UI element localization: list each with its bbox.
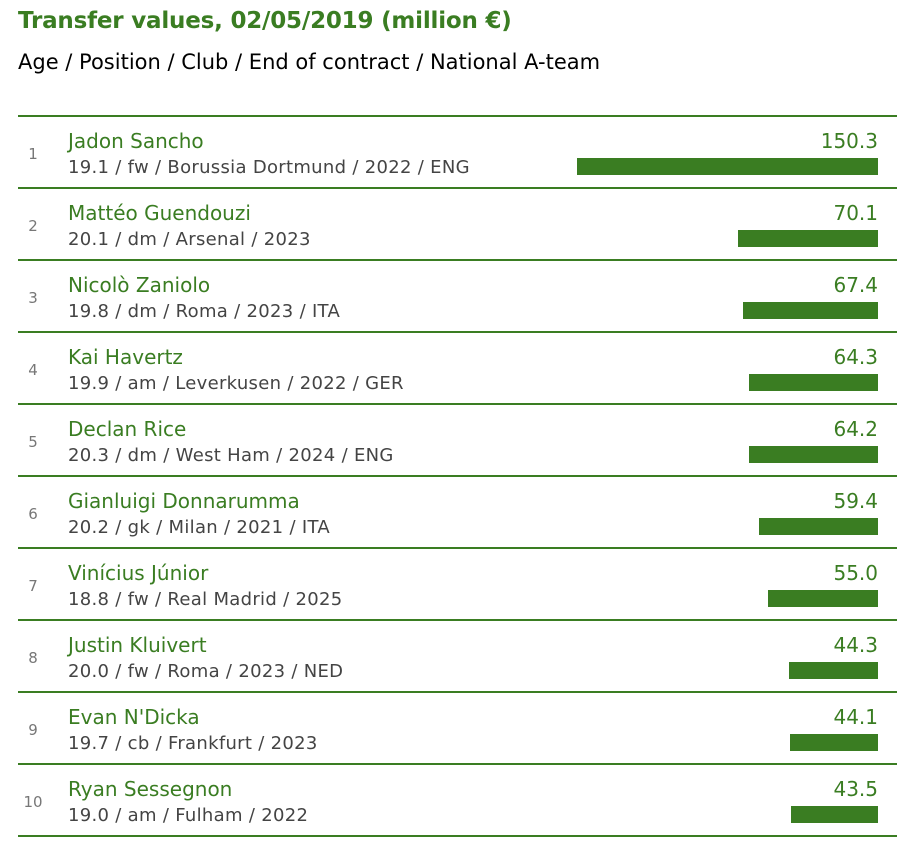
player-name: Jadon Sancho bbox=[68, 129, 204, 153]
chart-subtitle: Age / Position / Club / End of contract … bbox=[18, 50, 601, 74]
player-name: Justin Kluivert bbox=[68, 633, 207, 657]
player-name: Nicolò Zaniolo bbox=[68, 273, 211, 297]
player-info: 18.8 / fw / Real Madrid / 2025 bbox=[68, 589, 343, 610]
value-bar bbox=[759, 518, 878, 535]
rank-label: 5 bbox=[28, 433, 38, 451]
value-label: 44.3 bbox=[833, 633, 878, 657]
table-row: 10 Ryan Sessegnon 19.0 / am / Fulham / 202… bbox=[18, 765, 897, 837]
player-info: 19.0 / am / Fulham / 2022 bbox=[68, 805, 309, 826]
rank-label: 10 bbox=[23, 793, 43, 811]
rank-label: 3 bbox=[28, 289, 38, 307]
value-label: 55.0 bbox=[833, 561, 878, 585]
value-bar bbox=[743, 302, 878, 319]
value-label: 70.1 bbox=[833, 201, 878, 225]
player-info: 20.0 / fw / Roma / 2023 / NED bbox=[68, 661, 344, 682]
value-label: 64.2 bbox=[833, 417, 878, 441]
table-row: 4 Kai Havertz 19.9 / am / Leverkusen / 202… bbox=[18, 333, 897, 405]
player-name: Ryan Sessegnon bbox=[68, 777, 233, 801]
table-row: 7 Vinícius Júnior 18.8 / fw / Real Madrid … bbox=[18, 549, 897, 621]
player-name: Evan N'Dicka bbox=[68, 705, 200, 729]
player-name: Vinícius Júnior bbox=[68, 561, 209, 585]
value-label: 67.4 bbox=[833, 273, 878, 297]
player-info: 19.8 / dm / Roma / 2023 / ITA bbox=[68, 301, 341, 322]
value-bar bbox=[737, 230, 878, 247]
value-bar bbox=[577, 158, 878, 175]
player-name: Declan Rice bbox=[68, 417, 187, 441]
rank-label: 9 bbox=[28, 721, 38, 739]
rank-label: 1 bbox=[28, 145, 38, 163]
table-row: 1 Jadon Sancho 19.1 / fw / Borussia Dortmu… bbox=[18, 117, 897, 189]
value-label: 59.4 bbox=[833, 489, 878, 513]
table-row: 3 Nicolò Zaniolo 19.8 / dm / Roma / 2023 /… bbox=[18, 261, 897, 333]
value-bar bbox=[749, 446, 878, 463]
ranking-table: 1 Jadon Sancho 19.1 / fw / Borussia Dortmu… bbox=[18, 115, 897, 837]
value-bar bbox=[749, 374, 878, 391]
value-bar bbox=[789, 734, 878, 751]
player-name: Gianluigi Donnarumma bbox=[68, 489, 300, 513]
chart-title: Transfer values, 02/05/2019 (million €) bbox=[18, 8, 512, 34]
value-label: 64.3 bbox=[833, 345, 878, 369]
value-label: 150.3 bbox=[820, 129, 878, 153]
rank-label: 2 bbox=[28, 217, 38, 235]
player-info: 19.7 / cb / Frankfurt / 2023 bbox=[68, 733, 318, 754]
player-name: Mattéo Guendouzi bbox=[68, 201, 251, 225]
player-info: 19.9 / am / Leverkusen / 2022 / GER bbox=[68, 373, 404, 394]
value-bar bbox=[790, 806, 878, 823]
value-bar bbox=[767, 590, 878, 607]
rank-label: 7 bbox=[28, 577, 38, 595]
table-row: 8 Justin Kluivert 20.0 / fw / Roma / 2023 … bbox=[18, 621, 897, 693]
player-info: 20.1 / dm / Arsenal / 2023 bbox=[68, 229, 311, 250]
table-row: 2 Mattéo Guendouzi 20.1 / dm / Arsenal / 2… bbox=[18, 189, 897, 261]
player-info: 20.2 / gk / Milan / 2021 / ITA bbox=[68, 517, 330, 538]
table-row: 5 Declan Rice 20.3 / dm / West Ham / 2024 … bbox=[18, 405, 897, 477]
rank-label: 8 bbox=[28, 649, 38, 667]
player-name: Kai Havertz bbox=[68, 345, 183, 369]
rank-label: 6 bbox=[28, 505, 38, 523]
rank-label: 4 bbox=[28, 361, 38, 379]
player-info: 19.1 / fw / Borussia Dortmund / 2022 / E… bbox=[68, 157, 470, 178]
table-row: 9 Evan N'Dicka 19.7 / cb / Frankfurt / 202… bbox=[18, 693, 897, 765]
value-bar bbox=[789, 662, 878, 679]
value-label: 44.1 bbox=[833, 705, 878, 729]
table-row: 6 Gianluigi Donnarumma 20.2 / gk / Milan /… bbox=[18, 477, 897, 549]
value-label: 43.5 bbox=[833, 777, 878, 801]
player-info: 20.3 / dm / West Ham / 2024 / ENG bbox=[68, 445, 394, 466]
